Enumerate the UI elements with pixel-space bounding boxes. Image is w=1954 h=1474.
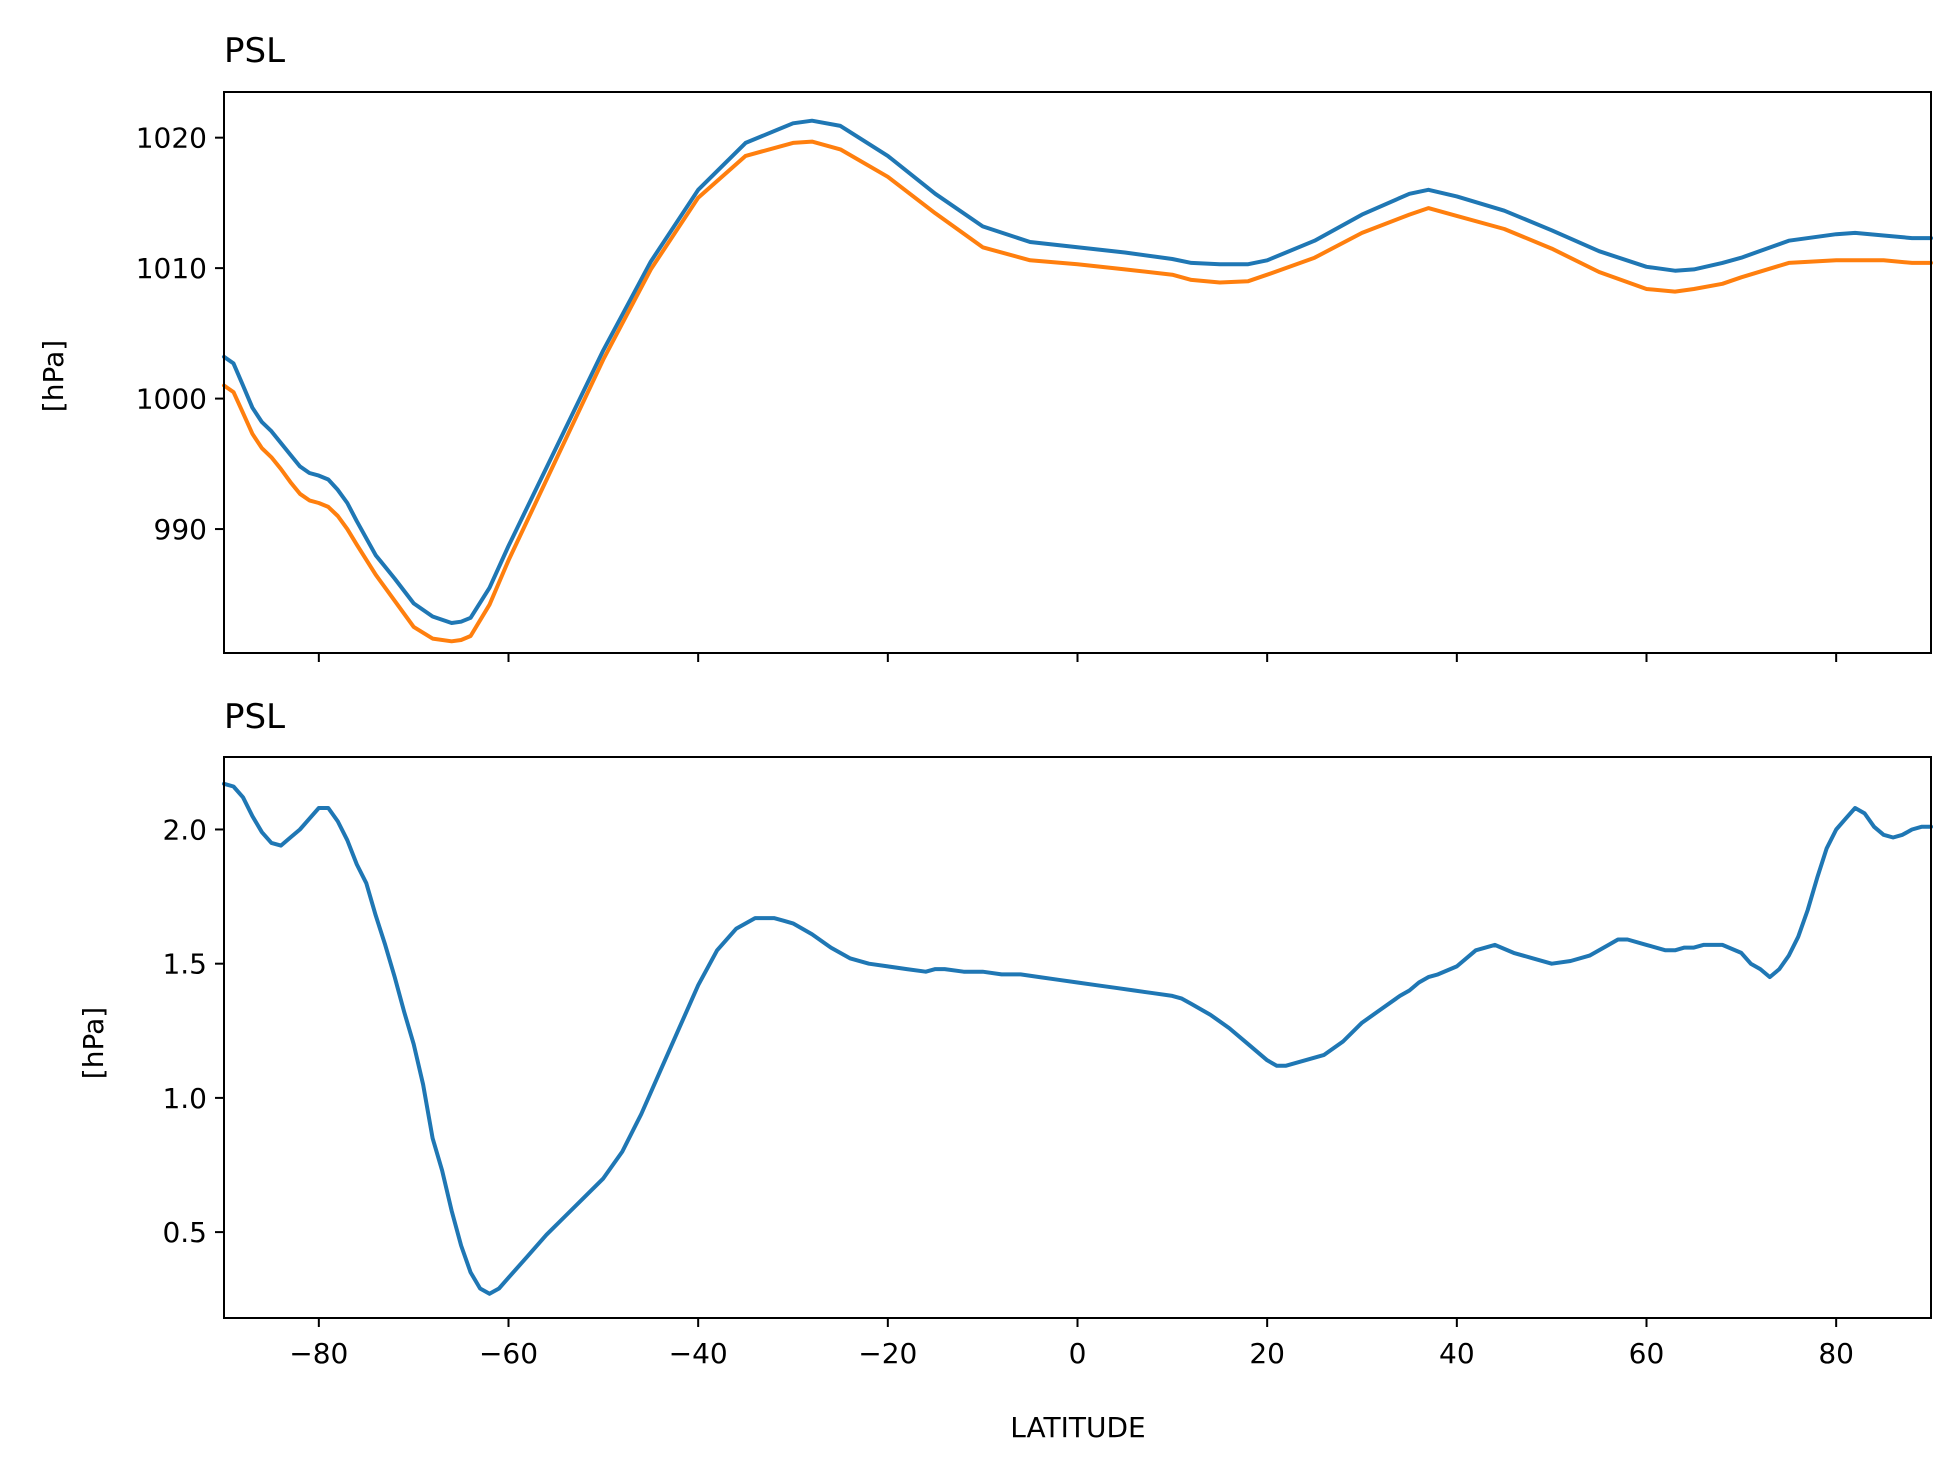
top-panel: PSL [hPa] 990 1000 1010 1020: [37, 31, 1933, 662]
top-panel-ylabel: [hPa]: [37, 340, 70, 412]
top-panel-yticks: 990 1000 1010 1020: [136, 122, 224, 546]
top-panel-xticks: [317, 653, 1838, 662]
bottom-series-line-1: [222, 781, 1933, 1296]
bottom-ytick-label: 1.0: [162, 1082, 207, 1115]
top-ytick-label: 1010: [136, 252, 207, 285]
bottom-ytick-label: 0.5: [162, 1216, 207, 1249]
bottom-xtick-label: −40: [669, 1337, 728, 1370]
bottom-ytick-label: 1.5: [162, 948, 207, 981]
bottom-panel-series: [222, 781, 1933, 1296]
top-series-line-1: [222, 118, 1933, 625]
bottom-panel-title: PSL: [224, 697, 285, 737]
top-ytick-label: 1000: [136, 383, 207, 416]
top-ytick-label: 990: [154, 513, 207, 546]
bottom-xtick-label: 80: [1818, 1337, 1854, 1370]
bottom-panel-xlabel: LATITUDE: [1010, 1411, 1145, 1444]
bottom-ytick-label: 2.0: [162, 813, 207, 846]
bottom-xtick-label: −80: [289, 1337, 348, 1370]
bottom-panel-yticks: 0.5 1.0 1.5 2.0: [162, 813, 224, 1249]
top-panel-title: PSL: [224, 31, 285, 71]
bottom-xtick-label: −60: [479, 1337, 538, 1370]
bottom-panel: PSL [hPa] 0.5 1.0 1.5 2.0 −80 −60 −40 −20 0 20 40…: [77, 697, 1933, 1444]
bottom-xtick-label: 60: [1629, 1337, 1665, 1370]
bottom-panel-frame: [223, 756, 1932, 1319]
bottom-xtick-label: 40: [1439, 1337, 1475, 1370]
bottom-xtick-label: −20: [858, 1337, 917, 1370]
top-panel-frame: [223, 91, 1932, 654]
top-ytick-label: 1020: [136, 122, 207, 155]
bottom-panel-ylabel: [hPa]: [77, 1007, 110, 1079]
top-series-line-2: [222, 139, 1933, 644]
bottom-panel-xticks: −80 −60 −40 −20 0 20 40 60 80: [289, 1318, 1854, 1370]
bottom-xtick-label: 20: [1249, 1337, 1285, 1370]
bottom-xtick-label: 0: [1069, 1337, 1087, 1370]
top-panel-series: [222, 118, 1933, 644]
